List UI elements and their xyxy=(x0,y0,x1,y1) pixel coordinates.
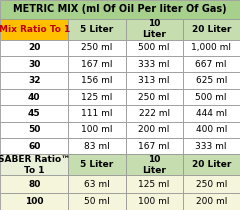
Text: 400 ml: 400 ml xyxy=(196,125,227,134)
Bar xyxy=(0,175,68,193)
Bar xyxy=(68,154,126,175)
Bar xyxy=(183,122,240,138)
Bar xyxy=(183,56,240,72)
Bar xyxy=(0,138,68,154)
Text: 80: 80 xyxy=(28,180,40,189)
Bar xyxy=(183,154,240,175)
Bar xyxy=(0,193,68,210)
Bar xyxy=(126,193,183,210)
Bar xyxy=(126,56,183,72)
Text: 200 ml: 200 ml xyxy=(196,197,227,206)
Text: 500 ml: 500 ml xyxy=(138,43,170,52)
Text: 111 ml: 111 ml xyxy=(81,109,113,118)
Text: 20: 20 xyxy=(28,43,40,52)
Text: 45: 45 xyxy=(28,109,41,118)
Bar xyxy=(126,40,183,56)
Text: 100 ml: 100 ml xyxy=(138,197,170,206)
Text: 40: 40 xyxy=(28,93,41,101)
Text: 83 ml: 83 ml xyxy=(84,142,110,151)
Bar xyxy=(183,175,240,193)
Text: 313 ml: 313 ml xyxy=(138,76,170,85)
Bar xyxy=(183,89,240,105)
Text: 156 ml: 156 ml xyxy=(81,76,113,85)
Text: 5 Liter: 5 Liter xyxy=(80,160,114,169)
Text: 125 ml: 125 ml xyxy=(138,180,170,189)
Bar xyxy=(68,89,126,105)
Text: 250 ml: 250 ml xyxy=(81,43,113,52)
Text: SABER Ratio™
To 1: SABER Ratio™ To 1 xyxy=(0,155,70,175)
Bar xyxy=(126,122,183,138)
Text: 10
Liter: 10 Liter xyxy=(142,155,166,175)
Text: 5 Liter: 5 Liter xyxy=(80,25,114,34)
Bar xyxy=(0,72,68,89)
Bar xyxy=(68,19,126,40)
Text: 30: 30 xyxy=(28,60,40,69)
Bar xyxy=(183,40,240,56)
Bar xyxy=(68,122,126,138)
Text: METRIC MIX (ml Of Oil Per liter Of Gas): METRIC MIX (ml Of Oil Per liter Of Gas) xyxy=(13,4,227,14)
Text: 10
Liter: 10 Liter xyxy=(142,20,166,39)
Text: 100: 100 xyxy=(25,197,43,206)
Bar xyxy=(68,40,126,56)
Bar xyxy=(0,0,240,19)
Bar xyxy=(183,19,240,40)
Text: 60: 60 xyxy=(28,142,40,151)
Bar xyxy=(183,193,240,210)
Bar xyxy=(0,40,68,56)
Text: 50: 50 xyxy=(28,125,40,134)
Text: 625 ml: 625 ml xyxy=(196,76,227,85)
Bar xyxy=(126,105,183,122)
Text: Mix Ratio To 1: Mix Ratio To 1 xyxy=(0,25,70,34)
Bar xyxy=(126,72,183,89)
Text: 333 ml: 333 ml xyxy=(195,142,227,151)
Text: 32: 32 xyxy=(28,76,41,85)
Bar xyxy=(68,193,126,210)
Bar xyxy=(0,154,68,175)
Bar xyxy=(183,138,240,154)
Bar xyxy=(126,175,183,193)
Bar xyxy=(68,72,126,89)
Bar xyxy=(0,89,68,105)
Bar xyxy=(0,19,68,40)
Text: 444 ml: 444 ml xyxy=(196,109,227,118)
Text: 667 ml: 667 ml xyxy=(195,60,227,69)
Bar xyxy=(68,56,126,72)
Text: 222 ml: 222 ml xyxy=(138,109,170,118)
Text: 333 ml: 333 ml xyxy=(138,60,170,69)
Bar xyxy=(0,56,68,72)
Bar xyxy=(183,72,240,89)
Text: 167 ml: 167 ml xyxy=(81,60,113,69)
Bar xyxy=(68,138,126,154)
Bar xyxy=(126,154,183,175)
Text: 500 ml: 500 ml xyxy=(195,93,227,101)
Bar xyxy=(0,122,68,138)
Text: 250 ml: 250 ml xyxy=(138,93,170,101)
Text: 63 ml: 63 ml xyxy=(84,180,110,189)
Bar xyxy=(183,105,240,122)
Bar xyxy=(68,105,126,122)
Text: 50 ml: 50 ml xyxy=(84,197,110,206)
Bar xyxy=(126,19,183,40)
Text: 20 Liter: 20 Liter xyxy=(192,160,231,169)
Text: 20 Liter: 20 Liter xyxy=(192,25,231,34)
Text: 125 ml: 125 ml xyxy=(81,93,113,101)
Text: 200 ml: 200 ml xyxy=(138,125,170,134)
Bar xyxy=(0,105,68,122)
Text: 1,000 ml: 1,000 ml xyxy=(191,43,231,52)
Bar xyxy=(126,138,183,154)
Text: 167 ml: 167 ml xyxy=(138,142,170,151)
Text: 100 ml: 100 ml xyxy=(81,125,113,134)
Bar xyxy=(126,89,183,105)
Text: 250 ml: 250 ml xyxy=(196,180,227,189)
Bar xyxy=(68,175,126,193)
